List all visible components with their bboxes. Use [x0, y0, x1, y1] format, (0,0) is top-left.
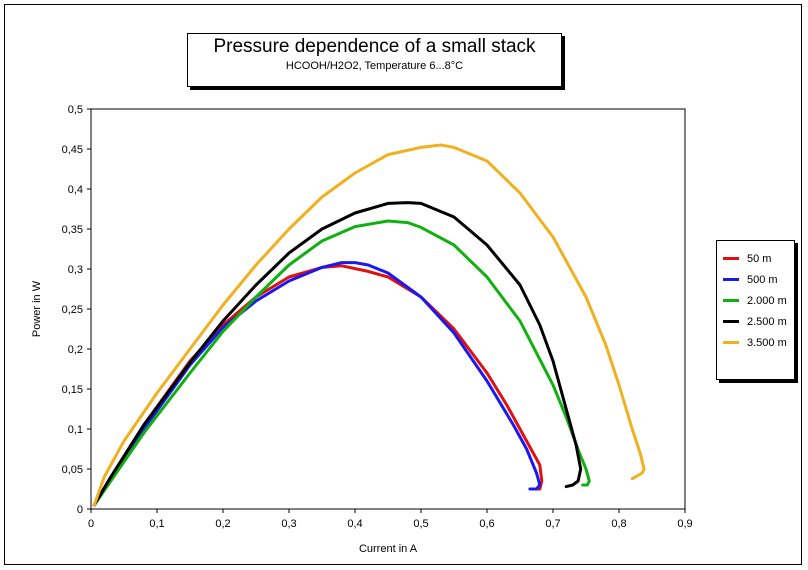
legend-swatch: [723, 257, 739, 260]
x-tick-label: 0,3: [281, 518, 296, 530]
legend-item: 2.500 m: [717, 311, 794, 332]
legend-label: 50 m: [747, 252, 772, 265]
legend-item: 3.500 m: [717, 332, 794, 353]
series-line-3: [92, 201, 583, 507]
x-axis-label: Current in A: [359, 543, 418, 555]
x-tick-label: 0,7: [545, 518, 560, 530]
x-tick-label: 0,2: [215, 518, 230, 530]
x-tick-label: 0: [88, 518, 94, 530]
x-tick-label: 0,1: [149, 518, 164, 530]
x-tick-label: 0,9: [677, 518, 692, 530]
axis-ticks: 0 0,1 0,2 0,3 0,4 0,5 0,6 0,7 0,8 0,9 0 0,05 0,1 0,15…: [62, 104, 693, 530]
chart-subtitle: HCOOH/H2O2, Temperature 6...8°C: [285, 60, 464, 72]
x-tick-label: 0,5: [413, 518, 428, 530]
y-tick-label: 0,15: [62, 384, 83, 396]
series-line-4: [92, 143, 646, 507]
legend-item: 50 m: [717, 248, 794, 269]
legend-label: 500 m: [747, 273, 778, 286]
y-tick-label: 0,05: [62, 464, 83, 476]
legend-label: 3.500 m: [747, 336, 787, 349]
y-tick-label: 0,1: [68, 424, 83, 436]
y-tick-label: 0,25: [62, 304, 83, 316]
y-tick-label: 0,45: [62, 144, 83, 156]
y-tick-label: 0: [77, 504, 83, 516]
legend-swatch: [723, 320, 739, 323]
x-tick-label: 0,6: [479, 518, 494, 530]
legend-item: 500 m: [717, 269, 794, 290]
chart-title: Pressure dependence of a small stack: [213, 36, 536, 57]
series-line-1: [92, 261, 542, 507]
legend: 50 m 500 m 2.000 m 2.500 m 3.500 m: [716, 240, 795, 380]
y-tick-label: 0,4: [68, 184, 83, 196]
legend-item: 2.000 m: [717, 290, 794, 311]
legend-label: 2.500 m: [747, 315, 787, 328]
x-tick-label: 0,8: [611, 518, 626, 530]
legend-label: 2.000 m: [747, 294, 787, 307]
y-tick-label: 0,3: [68, 264, 83, 276]
legend-swatch: [723, 278, 739, 281]
series-line-2: [92, 219, 591, 507]
series-lines: [92, 143, 646, 507]
y-tick-label: 0,5: [68, 104, 83, 116]
y-tick-label: 0,35: [62, 224, 83, 236]
x-tick-label: 0,4: [347, 518, 362, 530]
y-tick-label: 0,2: [68, 344, 83, 356]
legend-swatch: [723, 299, 739, 302]
legend-swatch: [723, 341, 739, 344]
y-axis-label: Power in W: [31, 280, 43, 337]
chart-title-box: Pressure dependence of a small stack HCO…: [187, 33, 562, 87]
plot-area: [90, 108, 686, 510]
